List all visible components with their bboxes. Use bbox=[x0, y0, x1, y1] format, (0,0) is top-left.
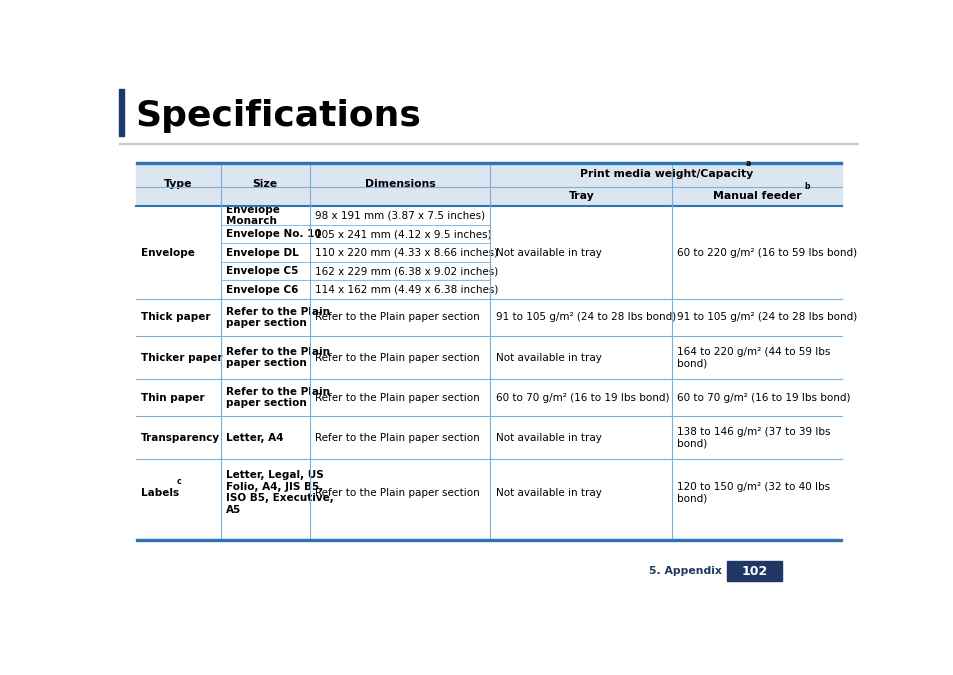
Text: Transparency: Transparency bbox=[140, 433, 219, 443]
Text: 102: 102 bbox=[740, 564, 767, 578]
Text: 60 to 220 g/m² (16 to 59 lbs bond): 60 to 220 g/m² (16 to 59 lbs bond) bbox=[677, 248, 857, 258]
Text: Envelope
Monarch: Envelope Monarch bbox=[226, 205, 279, 226]
Text: a: a bbox=[744, 159, 750, 168]
Text: Tray: Tray bbox=[568, 192, 594, 201]
Bar bbox=[135, 161, 841, 163]
Text: Envelope No. 10: Envelope No. 10 bbox=[226, 229, 321, 239]
Text: Type: Type bbox=[164, 179, 193, 189]
Text: Specifications: Specifications bbox=[135, 99, 421, 133]
Text: Envelope DL: Envelope DL bbox=[226, 248, 298, 258]
Text: 91 to 105 g/m² (24 to 28 lbs bond): 91 to 105 g/m² (24 to 28 lbs bond) bbox=[677, 313, 857, 323]
Text: Labels: Labels bbox=[140, 487, 178, 497]
Text: 98 x 191 mm (3.87 x 7.5 inches): 98 x 191 mm (3.87 x 7.5 inches) bbox=[314, 211, 485, 221]
Text: 5. Appendix: 5. Appendix bbox=[648, 566, 721, 576]
Text: Refer to the Plain
paper section: Refer to the Plain paper section bbox=[226, 387, 330, 408]
Bar bbox=[119, 89, 124, 136]
Text: 60 to 70 g/m² (16 to 19 lbs bond): 60 to 70 g/m² (16 to 19 lbs bond) bbox=[495, 393, 668, 402]
Text: Letter, A4: Letter, A4 bbox=[226, 433, 283, 443]
Text: 60 to 70 g/m² (16 to 19 lbs bond): 60 to 70 g/m² (16 to 19 lbs bond) bbox=[677, 393, 850, 402]
Text: Dimensions: Dimensions bbox=[364, 179, 436, 189]
Text: Refer to the Plain
paper section: Refer to the Plain paper section bbox=[226, 306, 330, 328]
Text: Thin paper: Thin paper bbox=[140, 393, 204, 402]
Text: Refer to the Plain paper section: Refer to the Plain paper section bbox=[314, 393, 479, 402]
Bar bbox=[490, 161, 672, 186]
Text: Envelope C5: Envelope C5 bbox=[226, 266, 297, 276]
Bar bbox=[135, 161, 841, 207]
Text: Thicker paper: Thicker paper bbox=[140, 352, 222, 362]
Text: Print media weight/Capacity: Print media weight/Capacity bbox=[579, 169, 752, 179]
Text: Thick paper: Thick paper bbox=[140, 313, 210, 323]
Text: 110 x 220 mm (4.33 x 8.66 inches): 110 x 220 mm (4.33 x 8.66 inches) bbox=[314, 248, 497, 258]
Text: Not available in tray: Not available in tray bbox=[495, 433, 600, 443]
Text: Manual feeder: Manual feeder bbox=[712, 192, 801, 201]
Text: Size: Size bbox=[253, 179, 277, 189]
Text: 120 to 150 g/m² (32 to 40 lbs
bond): 120 to 150 g/m² (32 to 40 lbs bond) bbox=[677, 482, 830, 504]
Text: Letter, Legal, US
Folio, A4, JIS B5,
ISO B5, Executive,
A5: Letter, Legal, US Folio, A4, JIS B5, ISO… bbox=[226, 470, 334, 515]
Text: Refer to the Plain paper section: Refer to the Plain paper section bbox=[314, 352, 479, 362]
Bar bbox=[119, 143, 858, 144]
Text: 138 to 146 g/m² (37 to 39 lbs
bond): 138 to 146 g/m² (37 to 39 lbs bond) bbox=[677, 427, 830, 448]
Text: Not available in tray: Not available in tray bbox=[495, 487, 600, 497]
Text: Refer to the Plain
paper section: Refer to the Plain paper section bbox=[226, 347, 330, 369]
Text: Refer to the Plain paper section: Refer to the Plain paper section bbox=[314, 487, 479, 497]
Text: Not available in tray: Not available in tray bbox=[495, 352, 600, 362]
Text: 91 to 105 g/m² (24 to 28 lbs bond): 91 to 105 g/m² (24 to 28 lbs bond) bbox=[495, 313, 675, 323]
Text: Envelope: Envelope bbox=[140, 248, 194, 258]
Text: Refer to the Plain paper section: Refer to the Plain paper section bbox=[314, 433, 479, 443]
Bar bbox=[135, 207, 841, 541]
Text: Not available in tray: Not available in tray bbox=[495, 248, 600, 258]
Text: c: c bbox=[176, 477, 181, 487]
Text: 114 x 162 mm (4.49 x 6.38 inches): 114 x 162 mm (4.49 x 6.38 inches) bbox=[314, 285, 498, 294]
Bar bbox=[726, 561, 781, 581]
Text: Refer to the Plain paper section: Refer to the Plain paper section bbox=[314, 313, 479, 323]
Text: 162 x 229 mm (6.38 x 9.02 inches): 162 x 229 mm (6.38 x 9.02 inches) bbox=[314, 266, 497, 276]
Text: Envelope C6: Envelope C6 bbox=[226, 285, 297, 294]
Text: 164 to 220 g/m² (44 to 59 lbs
bond): 164 to 220 g/m² (44 to 59 lbs bond) bbox=[677, 347, 830, 369]
Bar bbox=[135, 539, 841, 541]
Text: 105 x 241 mm (4.12 x 9.5 inches): 105 x 241 mm (4.12 x 9.5 inches) bbox=[314, 229, 492, 239]
Text: b: b bbox=[803, 182, 808, 191]
